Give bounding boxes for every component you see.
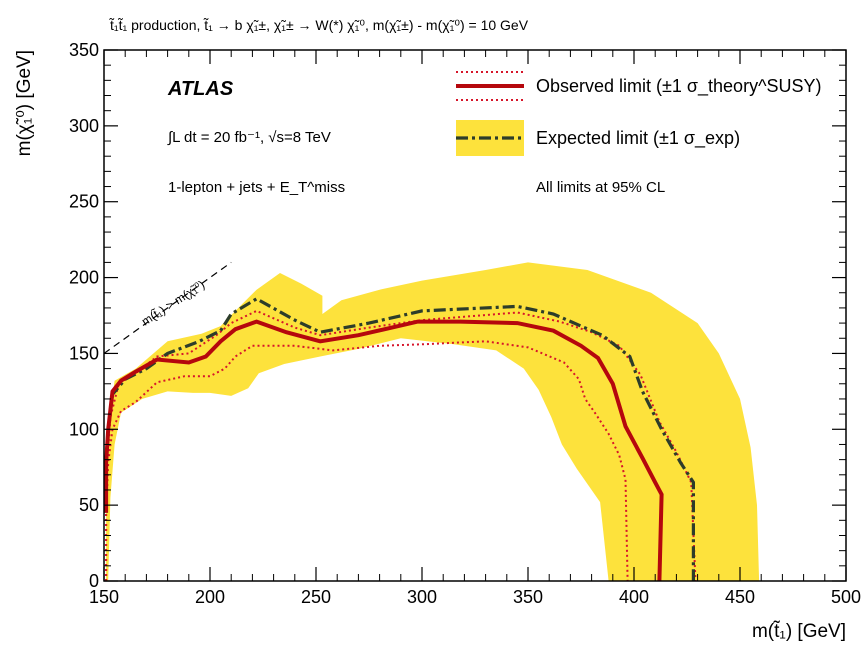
atlas-label: ATLAS	[167, 78, 234, 100]
x-tick-label: 450	[725, 587, 755, 607]
y-tick-label: 250	[69, 192, 99, 212]
legend: Observed limit (±1 σ_theory^SUSY) Expect…	[456, 66, 822, 156]
x-tick-label: 350	[513, 587, 543, 607]
legend-entry-observed: Observed limit (±1 σ_theory^SUSY)	[456, 66, 822, 104]
legend-expected-label: Expected limit (±1 σ_exp)	[536, 128, 740, 149]
y-tick-label: 300	[69, 116, 99, 136]
y-tick-label: 200	[69, 268, 99, 288]
x-tick-label: 400	[619, 587, 649, 607]
y-tick-label: 150	[69, 343, 99, 363]
x-tick-label: 300	[407, 587, 437, 607]
x-axis-title: m(t̃₁) [GeV]	[752, 620, 846, 642]
luminosity-label: ∫L dt = 20 fb⁻¹, √s=8 TeV	[167, 129, 331, 146]
observed-limit-line	[104, 319, 664, 581]
y-axis-title: m(χ̃₁⁰) [GeV]	[14, 50, 35, 156]
kinematic-boundary-label: m(t̃₁) > m(χ̃₁⁰)	[139, 277, 208, 329]
plot-frame	[103, 49, 847, 582]
header-process-text: t̃₁t̃₁ production, t̃₁ → b χ̃₁±, χ̃₁± → …	[109, 17, 529, 33]
cl-note-label: All limits at 95% CL	[536, 179, 665, 196]
plot-area	[104, 261, 760, 581]
legend-entry-expected: Expected limit (±1 σ_exp)	[456, 120, 740, 156]
kinematic-boundary-line	[104, 261, 232, 354]
y-tick-label: 0	[89, 571, 99, 591]
x-tick-label: 200	[195, 587, 225, 607]
y-axis: 0 50 100 150 200 250 300 350	[69, 40, 846, 591]
x-axis: 150 200 250 300 350 400 450 500	[89, 50, 861, 607]
channel-label: 1-lepton + jets + E_T^miss	[168, 179, 345, 196]
observed-limit-minus-sigma-line	[105, 340, 629, 581]
legend-observed-label: Observed limit (±1 σ_theory^SUSY)	[536, 76, 822, 97]
y-tick-label: 350	[69, 40, 99, 60]
x-tick-label: 250	[301, 587, 331, 607]
expected-limit-band	[106, 262, 760, 581]
y-tick-label: 50	[79, 495, 99, 515]
x-tick-label: 500	[831, 587, 861, 607]
y-tick-label: 100	[69, 419, 99, 439]
x-tick-label: 150	[89, 587, 119, 607]
